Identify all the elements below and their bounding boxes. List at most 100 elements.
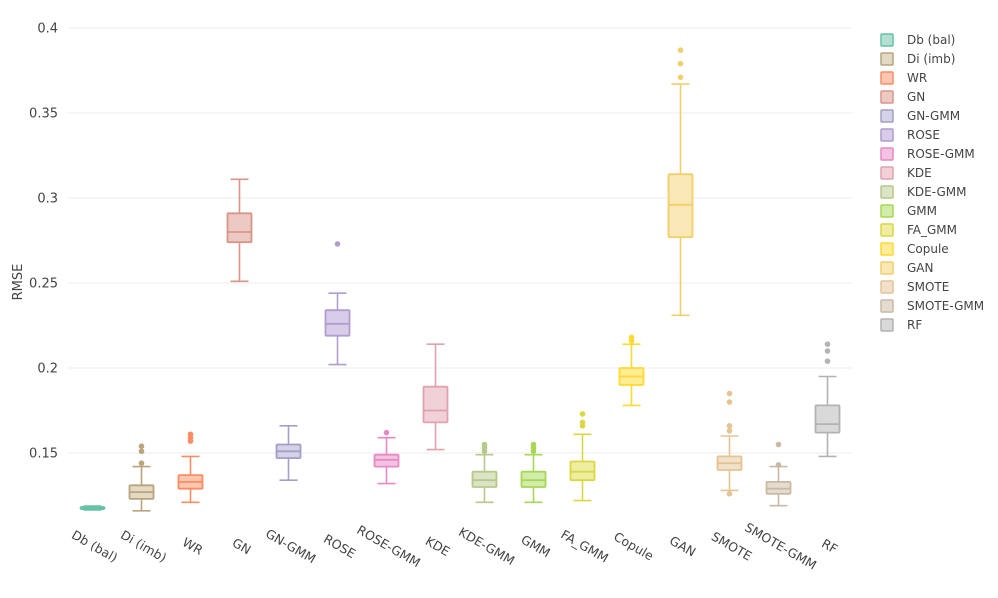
- x-tick-label: KDE-GMM: [456, 524, 517, 568]
- legend-item[interactable]: SMOTE: [880, 280, 949, 294]
- box-gan[interactable]: [667, 47, 694, 317]
- legend-item[interactable]: Db (bal): [880, 33, 955, 47]
- legend-swatch: [880, 90, 894, 104]
- outlier-point: [628, 334, 635, 341]
- legend-label: ROSE-GMM: [907, 147, 975, 161]
- legend-label: Copule: [907, 242, 949, 256]
- legend-item[interactable]: Copule: [880, 242, 949, 256]
- x-tick-label: ROSE: [321, 531, 358, 561]
- legend-swatch: [880, 71, 894, 85]
- legend-item[interactable]: RF: [880, 318, 922, 332]
- box-gn-gmm[interactable]: [275, 424, 302, 482]
- box-copule[interactable]: [618, 334, 645, 407]
- y-tick-label: 0.35: [29, 107, 58, 122]
- x-tick-label: GAN: [667, 533, 698, 560]
- legend-item[interactable]: ROSE: [880, 128, 940, 142]
- y-tick-label: 0.25: [29, 277, 58, 292]
- x-tick-label: SMOTE-GMM: [742, 520, 819, 573]
- box-gmm[interactable]: [520, 441, 547, 504]
- legend-label: GMM: [907, 204, 937, 218]
- legend-item[interactable]: WR: [880, 71, 927, 85]
- box-di-imb-[interactable]: [128, 443, 155, 512]
- legend-item[interactable]: ROSE-GMM: [880, 147, 975, 161]
- x-tick-label: GMM: [518, 532, 553, 561]
- x-tick-label: GN: [230, 535, 254, 558]
- y-tick-label: 0.4: [37, 22, 58, 37]
- outlier-point: [481, 441, 488, 448]
- box-kde-gmm[interactable]: [471, 441, 498, 504]
- box-kde[interactable]: [422, 343, 449, 451]
- legend-item[interactable]: GMM: [880, 204, 937, 218]
- outlier-point: [579, 419, 586, 426]
- box-smote[interactable]: [716, 390, 743, 497]
- legend-swatch: [880, 147, 894, 161]
- legend-label: KDE: [907, 166, 932, 180]
- legend-label: KDE-GMM: [907, 185, 966, 199]
- outlier-point: [824, 348, 831, 354]
- legend-label: WR: [907, 71, 927, 85]
- outlier-point: [677, 60, 684, 67]
- x-tick-label: GN-GMM: [263, 526, 318, 567]
- legend-label: Db (bal): [907, 33, 955, 47]
- outlier-point: [824, 358, 831, 365]
- outlier-point: [530, 441, 537, 448]
- legend-label: GAN: [907, 261, 933, 275]
- legend-label: Di (imb): [907, 52, 955, 66]
- outlier-point: [726, 491, 733, 497]
- boxes: [79, 47, 841, 512]
- x-tick-label: KDE: [423, 533, 453, 559]
- y-tick-label: 0.15: [29, 447, 58, 462]
- legend-item[interactable]: Di (imb): [880, 52, 955, 66]
- x-tick-label: Copule: [611, 529, 656, 564]
- legend-swatch: [880, 128, 894, 142]
- outlier-point: [726, 399, 733, 405]
- legend-label: FA_GMM: [907, 223, 957, 237]
- y-tick-label: 0.2: [37, 362, 58, 377]
- legend[interactable]: Db (bal) Di (imb) WR GN GN-GMM ROSE ROSE-GMM KD…: [880, 33, 984, 332]
- box-rose[interactable]: [324, 241, 351, 366]
- legend-item[interactable]: FA_GMM: [880, 223, 957, 237]
- legend-item[interactable]: GAN: [880, 261, 933, 275]
- x-tick-label: RF: [819, 536, 840, 557]
- legend-swatch: [880, 109, 894, 123]
- legend-item[interactable]: GN: [880, 90, 925, 104]
- legend-item[interactable]: KDE-GMM: [880, 185, 966, 199]
- legend-label: GN-GMM: [907, 109, 960, 123]
- legend-swatch: [880, 166, 894, 180]
- box-wr[interactable]: [177, 431, 204, 504]
- legend-label: ROSE: [907, 128, 940, 142]
- y-tick-label: 0.3: [37, 192, 58, 207]
- box-smote-gmm[interactable]: [765, 441, 792, 507]
- gridlines: [68, 27, 852, 454]
- legend-swatch: [880, 223, 894, 237]
- y-axis-label: RMSE: [11, 264, 26, 301]
- outlier-point: [677, 74, 684, 81]
- legend-item[interactable]: GN-GMM: [880, 109, 960, 123]
- legend-item[interactable]: KDE: [880, 166, 932, 180]
- box-fa-gmm[interactable]: [569, 411, 596, 502]
- outlier-point: [775, 462, 782, 468]
- legend-swatch: [880, 318, 894, 332]
- legend-item[interactable]: SMOTE-GMM: [880, 299, 984, 313]
- legend-swatch: [880, 261, 894, 275]
- outlier-point: [824, 341, 831, 348]
- outlier-point: [726, 428, 733, 434]
- legend-swatch: [880, 280, 894, 294]
- box-rf[interactable]: [814, 341, 841, 458]
- legend-label: RF: [907, 318, 922, 332]
- y-axis-ticks: 0.15 0.2 0.25 0.3 0.35 0.4: [29, 22, 58, 462]
- outlier-point: [187, 431, 194, 438]
- outlier-point: [383, 429, 390, 436]
- legend-swatch: [880, 299, 894, 313]
- box-rose-gmm[interactable]: [373, 429, 400, 485]
- legend-swatch: [880, 185, 894, 199]
- box-db-bal-[interactable]: [79, 505, 106, 511]
- legend-label: SMOTE: [907, 280, 949, 294]
- outlier-point: [138, 443, 145, 450]
- x-tick-label: Db (bal): [69, 527, 120, 565]
- legend-swatch: [880, 52, 894, 66]
- box-gn[interactable]: [226, 178, 253, 283]
- x-tick-label: FA_GMM: [558, 527, 611, 566]
